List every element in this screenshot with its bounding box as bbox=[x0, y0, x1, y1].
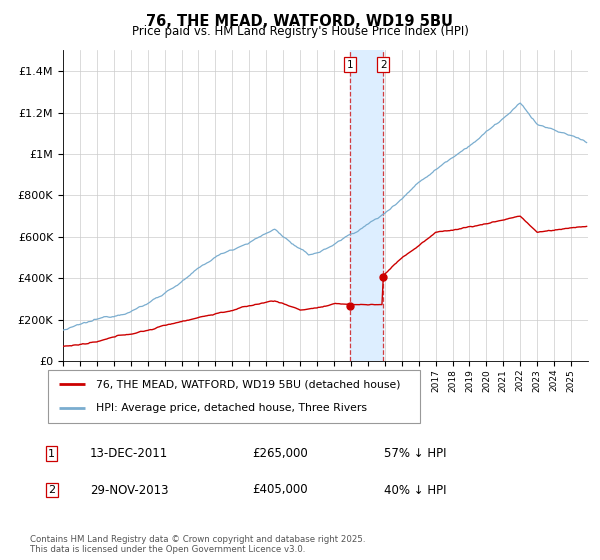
Text: 76, THE MEAD, WATFORD, WD19 5BU: 76, THE MEAD, WATFORD, WD19 5BU bbox=[146, 14, 454, 29]
Text: 76, THE MEAD, WATFORD, WD19 5BU (detached house): 76, THE MEAD, WATFORD, WD19 5BU (detache… bbox=[97, 380, 401, 390]
Text: 13-DEC-2011: 13-DEC-2011 bbox=[90, 447, 168, 460]
Text: 29-NOV-2013: 29-NOV-2013 bbox=[90, 483, 169, 497]
Text: Contains HM Land Registry data © Crown copyright and database right 2025.
This d: Contains HM Land Registry data © Crown c… bbox=[30, 535, 365, 554]
Text: HPI: Average price, detached house, Three Rivers: HPI: Average price, detached house, Thre… bbox=[97, 403, 367, 413]
Text: 1: 1 bbox=[347, 60, 353, 70]
Text: 57% ↓ HPI: 57% ↓ HPI bbox=[384, 447, 446, 460]
Text: £405,000: £405,000 bbox=[252, 483, 308, 497]
Text: 2: 2 bbox=[48, 485, 55, 495]
Text: 1: 1 bbox=[48, 449, 55, 459]
Text: 2: 2 bbox=[380, 60, 386, 70]
Text: 40% ↓ HPI: 40% ↓ HPI bbox=[384, 483, 446, 497]
Text: £265,000: £265,000 bbox=[252, 447, 308, 460]
Bar bbox=[350, 50, 383, 361]
Text: Price paid vs. HM Land Registry's House Price Index (HPI): Price paid vs. HM Land Registry's House … bbox=[131, 25, 469, 38]
